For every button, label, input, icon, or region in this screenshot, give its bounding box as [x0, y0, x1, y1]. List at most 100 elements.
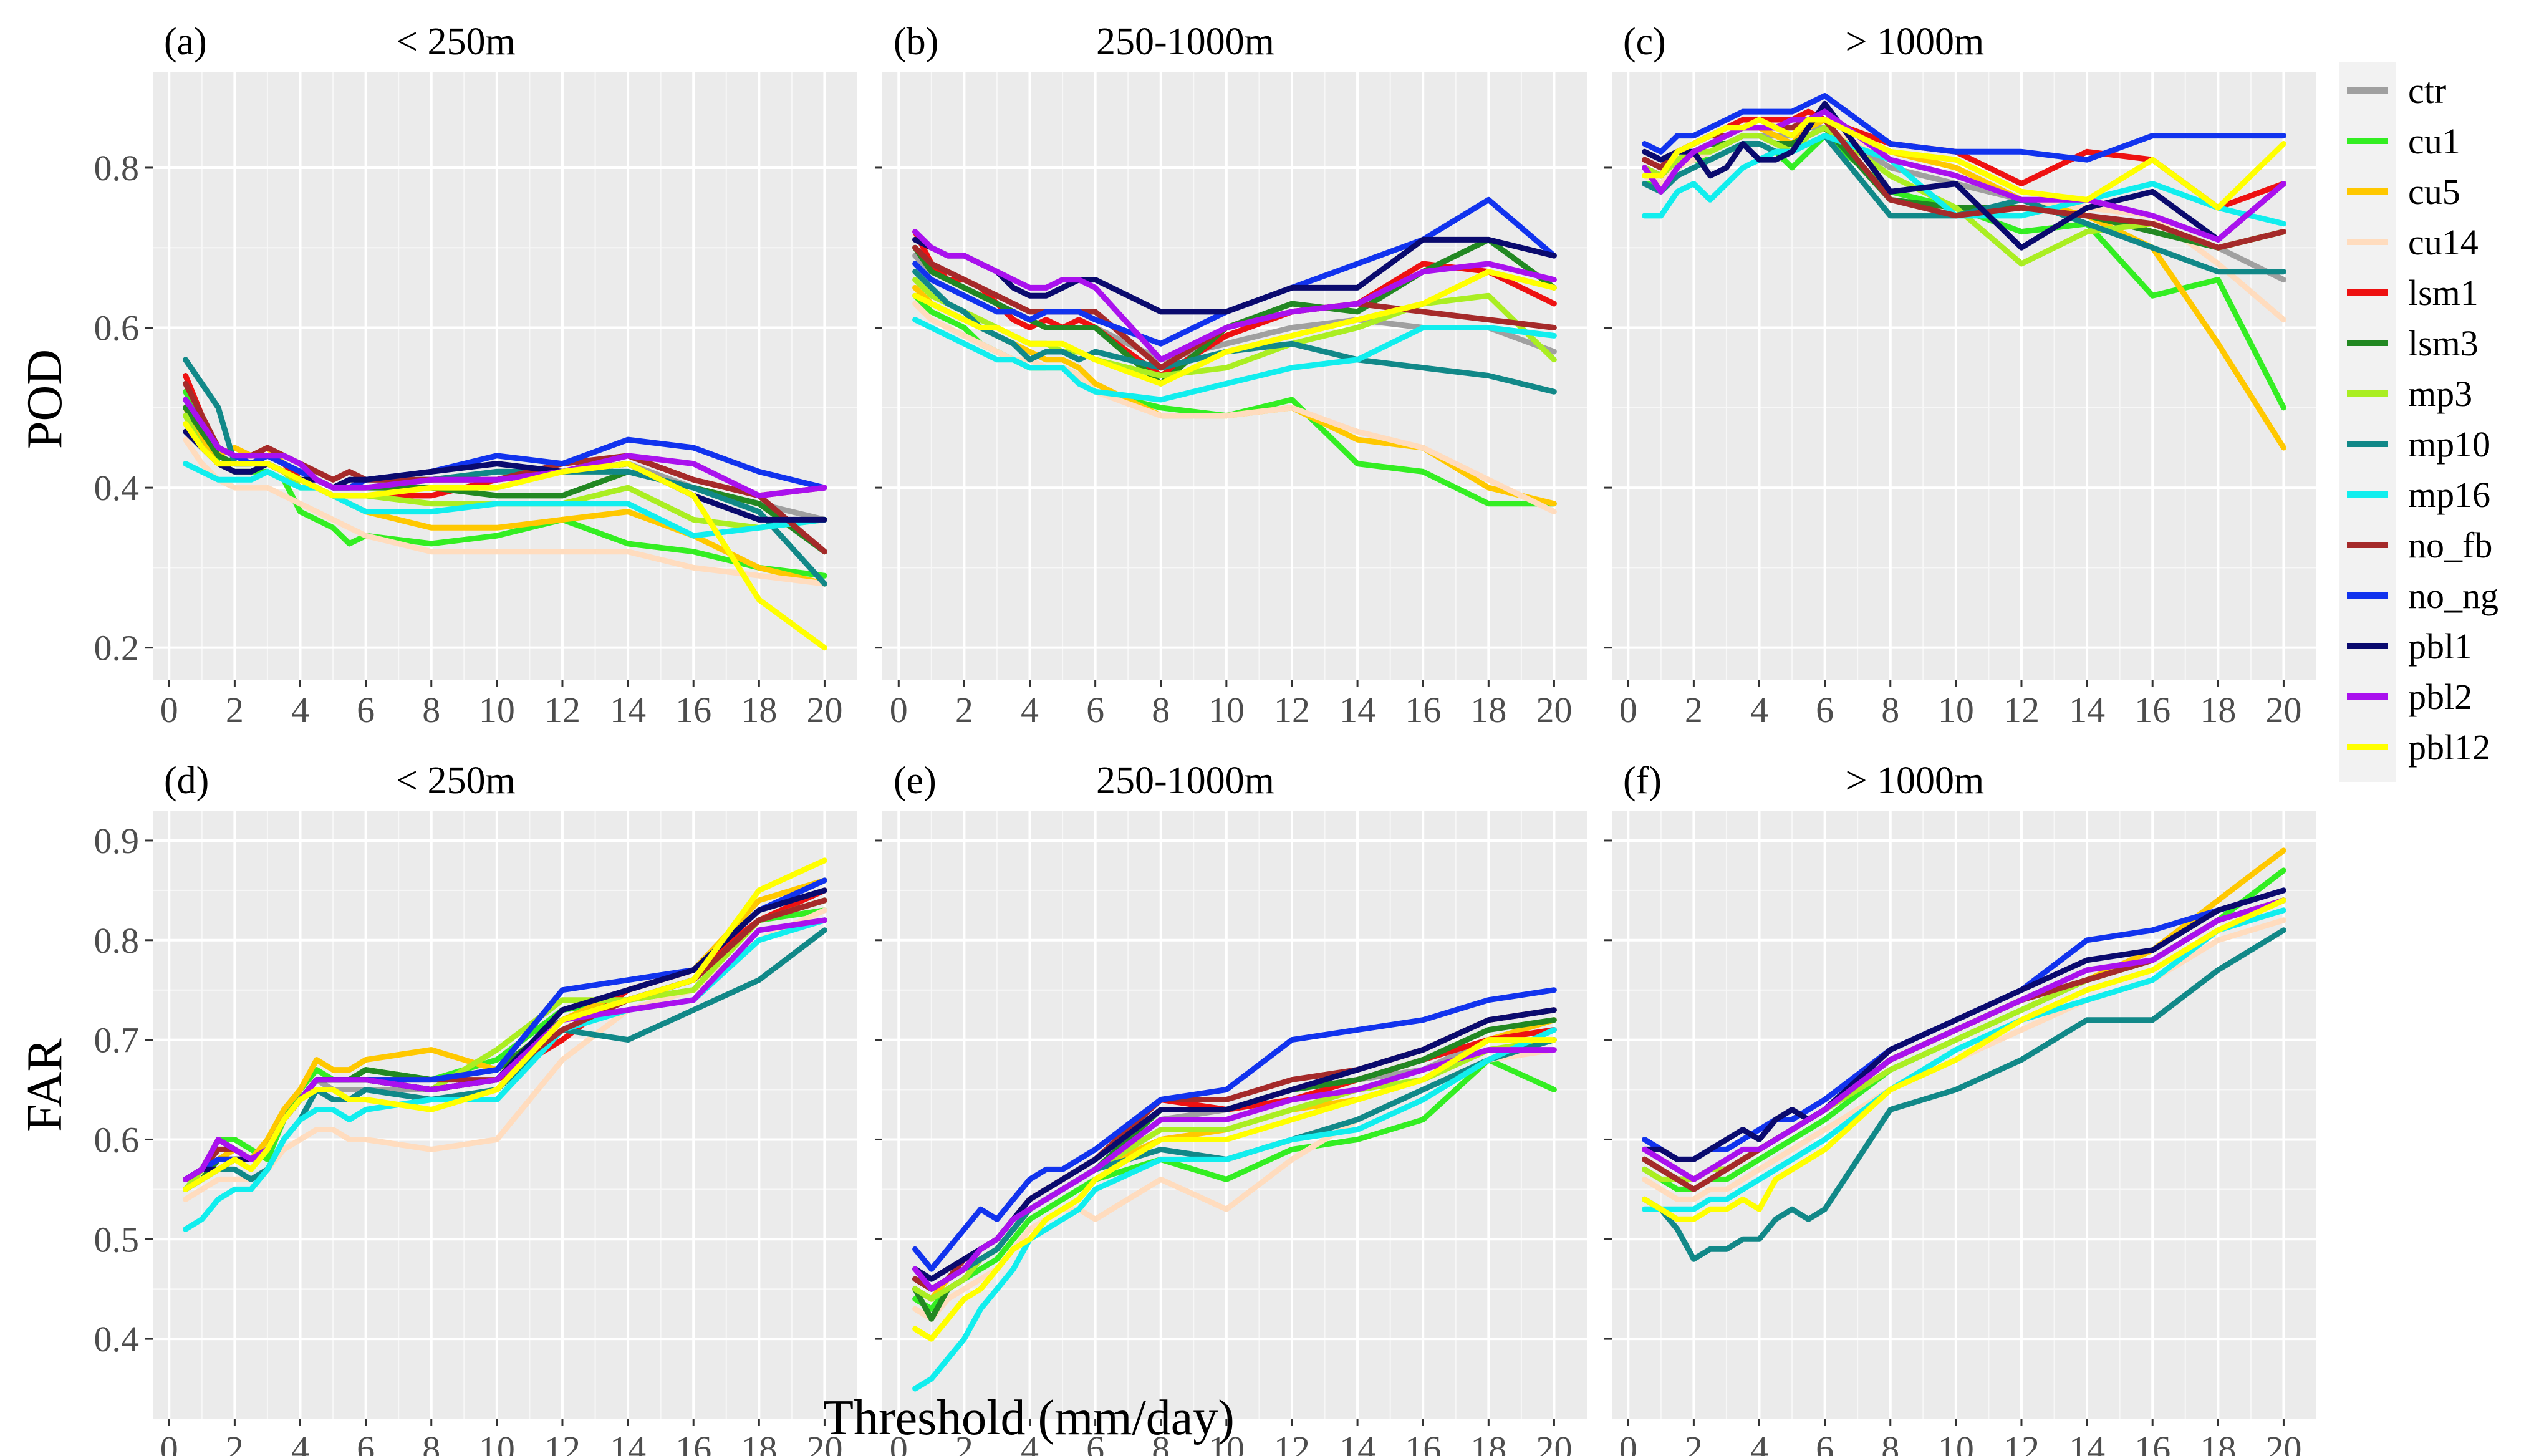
legend-label-cu5: cu5	[2408, 171, 2460, 212]
x-tick-label: 12	[1274, 690, 1310, 730]
x-tick-label: 8	[1881, 690, 1899, 730]
series-line-pbl12	[1642, 897, 2286, 1222]
legend-label-cu1: cu1	[2408, 121, 2460, 162]
panel-title: < 250m	[396, 759, 516, 802]
legend-label-cu14: cu14	[2408, 222, 2479, 263]
x-tick-label: 2	[226, 690, 244, 730]
x-tick-label: 14	[610, 690, 646, 730]
y-axis-title-far: FAR	[17, 1038, 72, 1132]
panel-tag: (d)	[164, 759, 209, 802]
series-lines	[1642, 847, 2286, 1262]
x-tick-label: 10	[1208, 690, 1245, 730]
y-tick-label: 0.4	[94, 468, 140, 508]
series-line-pbl12	[183, 421, 827, 651]
x-tick-label: 0	[160, 690, 178, 730]
x-tick-label: 20	[1536, 690, 1572, 730]
legend-label-pbl1: pbl1	[2408, 626, 2472, 667]
x-tick-label: 8	[1152, 1429, 1170, 1456]
panel-f: 0 2 4 6 8 10 12 14 16 18 20 (f) > 1000m	[1604, 759, 2316, 1456]
panel-tag: (c)	[1623, 21, 1666, 63]
x-tick-label: 14	[2069, 690, 2105, 730]
x-tick-label: 20	[806, 690, 842, 730]
x-tick-label: 8	[1881, 1429, 1899, 1456]
series-line-mp16	[912, 317, 1557, 403]
x-tick-label: 0	[890, 1429, 908, 1456]
series-line-cu14	[183, 436, 827, 587]
x-tick-label: 8	[422, 1429, 440, 1456]
series-line-mp16	[912, 1027, 1557, 1392]
series-line-no_ng	[912, 196, 1557, 347]
x-tick-label: 2	[955, 690, 973, 730]
series-line-pbl12	[912, 1037, 1557, 1342]
panel-background	[1612, 811, 2316, 1419]
x-tick-label: 4	[291, 1429, 309, 1456]
x-tick-label: 2	[955, 1429, 973, 1456]
panel-title: > 1000m	[1846, 759, 1985, 802]
series-line-pbl2	[183, 397, 827, 499]
y-tick-label: 0.5	[94, 1219, 140, 1260]
panel-tag: (f)	[1623, 759, 1662, 802]
legend-label-ctr: ctr	[2408, 70, 2446, 111]
x-tick-label: 8	[422, 690, 440, 730]
series-lines	[183, 357, 827, 651]
legend-label-lsm1: lsm1	[2408, 272, 2479, 313]
x-tick-label: 12	[1274, 1429, 1310, 1456]
panel-tag: (b)	[894, 21, 938, 63]
x-tick-label: 20	[2265, 690, 2301, 730]
x-tick-label: 4	[291, 690, 309, 730]
x-tick-label: 18	[1470, 690, 1506, 730]
x-tick-label: 4	[1021, 690, 1039, 730]
x-tick-label: 16	[2134, 690, 2170, 730]
series-line-pbl12	[183, 857, 827, 1192]
y-tick-label: 0.7	[94, 1020, 140, 1061]
x-tick-label: 14	[2069, 1429, 2105, 1456]
panel-b: 0 2 4 6 8 10 12 14 16 18 20 (b) 250-1000m	[875, 21, 1587, 730]
x-tick-label: 4	[1750, 1429, 1768, 1456]
legend-label-mp16: mp16	[2408, 475, 2490, 515]
series-line-pbl2	[1642, 897, 2286, 1182]
x-tick-label: 2	[226, 1429, 244, 1456]
series-line-mp10	[183, 927, 827, 1192]
x-tick-label: 14	[610, 1429, 646, 1456]
panel-c: 0 2 4 6 8 10 12 14 16 18 20 (c) > 1000m	[1604, 21, 2316, 730]
series-line-pbl1	[912, 1007, 1557, 1282]
panel-a: 0 2 4 6 8 10 12 14 16 18 20 0.2 0.4 0.6 0.8 (a) < 250m	[94, 21, 857, 730]
panel-title: < 250m	[396, 21, 516, 63]
x-tick-label: 10	[479, 1429, 515, 1456]
series-line-mp10	[1642, 927, 2286, 1262]
legend-label-mp10: mp10	[2408, 424, 2490, 465]
series-line-no_ng	[912, 987, 1557, 1272]
x-tick-label: 0	[1619, 1429, 1637, 1456]
series-line-pbl1	[1642, 887, 2286, 1162]
x-tick-label: 16	[1405, 690, 1441, 730]
panel-title: 250-1000m	[1096, 759, 1274, 802]
series-line-pbl2	[912, 1047, 1557, 1292]
series-line-pbl12	[912, 269, 1557, 387]
x-tick-label: 10	[1208, 1429, 1245, 1456]
legend-label-pbl12: pbl12	[2408, 727, 2490, 768]
x-tick-label: 2	[1685, 690, 1703, 730]
x-tick-label: 10	[1938, 1429, 1974, 1456]
x-tick-label: 10	[1938, 690, 1974, 730]
x-tick-label: 20	[806, 1429, 842, 1456]
x-tick-label: 0	[1619, 690, 1637, 730]
x-tick-label: 4	[1750, 690, 1768, 730]
y-tick-label: 0.6	[94, 1119, 140, 1160]
series-line-no_ng	[1642, 93, 2286, 163]
x-tick-label: 18	[2200, 690, 2236, 730]
x-tick-label: 6	[1086, 1429, 1104, 1456]
x-tick-label: 6	[1816, 690, 1834, 730]
x-tick-label: 6	[1086, 690, 1104, 730]
x-tick-label: 14	[1339, 690, 1375, 730]
x-axis-title: Threshold (mm/day)	[823, 1391, 1235, 1445]
x-tick-label: 12	[544, 690, 581, 730]
x-tick-label: 12	[544, 1429, 581, 1456]
x-tick-label: 6	[357, 690, 375, 730]
series-line-mp16	[1642, 907, 2286, 1212]
y-tick-label: 0.8	[94, 148, 140, 188]
panel-tag: (a)	[164, 21, 207, 63]
x-tick-label: 18	[741, 1429, 777, 1456]
x-tick-label: 16	[1405, 1429, 1441, 1456]
